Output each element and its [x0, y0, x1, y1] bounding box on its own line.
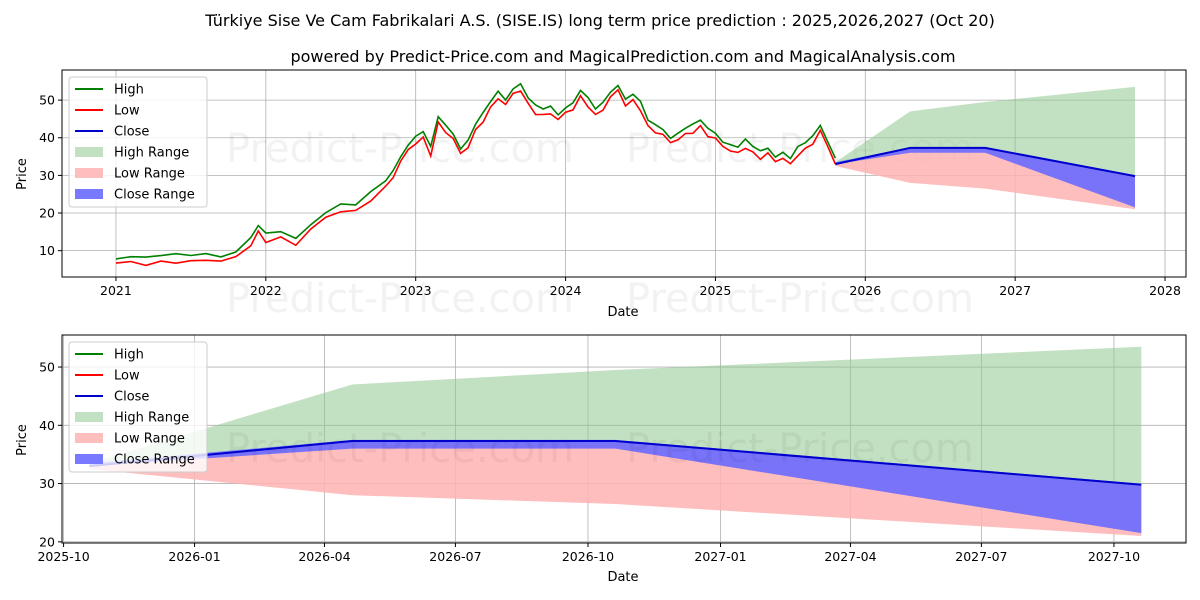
bottom-xtick-label: 2026-07 — [429, 549, 481, 564]
top-legend-label: Low — [114, 104, 140, 119]
bottom-ytick-label: 20 — [39, 534, 55, 549]
bottom-xtick-label: 2027-07 — [955, 549, 1007, 564]
bottom-high-range-band — [89, 346, 1142, 485]
bottom-xtick-label: 2026-10 — [562, 549, 614, 564]
top-ylabel: Price — [15, 158, 30, 190]
top-close-forecast-line — [835, 146, 1136, 178]
top-xtick-label: 2026 — [849, 283, 881, 298]
bottom-xtick-label: 2027-04 — [824, 549, 876, 564]
top-low-line — [115, 88, 837, 267]
bottom-ytick-label: 30 — [39, 476, 55, 491]
top-high-range-band — [835, 86, 1135, 177]
chart-title: Türkiye Sise Ve Cam Fabrikalari A.S. (SI… — [204, 11, 995, 30]
watermark-bottom-2: Predict-Price.com — [626, 426, 974, 472]
top-chart: Predict-Price.com Predict-Price.com Pred… — [15, 69, 1187, 322]
bottom-legend-label: Close — [114, 390, 149, 405]
top-xtick-label: 2021 — [100, 283, 132, 298]
bottom-xtick-label: 2025-10 — [37, 549, 89, 564]
bottom-legend-box — [68, 341, 208, 473]
bottom-legend: High Low Close High Range Low Range Close Ran… — [68, 341, 208, 473]
bottom-ticks: 2025-10 2026-01 2026-04 2026-07 2026-10 2027-… — [37, 360, 1140, 564]
top-legend: High Low Close High Range Low Range Close Ran… — [68, 76, 208, 208]
watermark-bottom-1: Predict-Price.com — [226, 426, 574, 472]
bottom-ylabel: Price — [15, 424, 30, 456]
watermark-top-4: Predict-Price.com — [626, 276, 974, 322]
bottom-xtick-label: 2027-10 — [1088, 549, 1140, 564]
bottom-legend-label: High Range — [114, 411, 189, 426]
top-legend-swatch — [75, 147, 103, 157]
top-ytick-label: 30 — [39, 168, 55, 183]
top-legend-box — [68, 76, 208, 208]
top-legend-label: Close — [114, 125, 149, 140]
bottom-legend-swatch — [75, 412, 103, 422]
bottom-xlabel: Date — [607, 570, 638, 585]
bottom-ytick-label: 50 — [39, 360, 55, 375]
top-series-lines — [115, 82, 1136, 267]
top-legend-label: High — [114, 83, 144, 98]
top-ytick-label: 10 — [39, 243, 55, 258]
top-xtick-label: 2028 — [1149, 283, 1181, 298]
top-legend-swatch — [75, 168, 103, 178]
top-ytick-label: 20 — [39, 206, 55, 221]
bottom-close-forecast-line — [89, 440, 1142, 486]
top-plot-frame — [61, 69, 1187, 278]
watermark-top-1: Predict-Price.com — [226, 126, 574, 172]
top-ytick-label: 50 — [39, 93, 55, 108]
top-xtick-label: 2023 — [400, 283, 432, 298]
top-ticks: 2021 2022 2023 2024 2025 2026 2027 2028 10 20 30 40… — [39, 93, 1181, 298]
bottom-xtick-label: 2027-01 — [694, 549, 746, 564]
bottom-legend-label: Close Range — [114, 453, 195, 468]
chart-subtitle: powered by Predict-Price.com and Magical… — [290, 47, 955, 66]
top-legend-swatch — [75, 189, 103, 199]
bottom-legend-swatch — [75, 433, 103, 443]
watermark-top-3: Predict-Price.com — [226, 276, 574, 322]
top-xtick-label: 2022 — [250, 283, 282, 298]
bottom-xtick-label: 2026-01 — [168, 549, 220, 564]
bottom-legend-label: Low Range — [114, 432, 185, 447]
bottom-series-lines — [89, 440, 1142, 486]
top-legend-label: Close Range — [114, 188, 195, 203]
top-xlabel: Date — [607, 305, 638, 320]
bottom-legend-label: High — [114, 348, 144, 363]
bottom-xtick-label: 2026-04 — [298, 549, 350, 564]
bottom-ytick-label: 40 — [39, 418, 55, 433]
bottom-watermarks: Predict-Price.com Predict-Price.com — [226, 426, 974, 472]
top-legend-label: High Range — [114, 146, 189, 161]
top-xtick-label: 2025 — [700, 283, 732, 298]
bottom-chart: Predict-Price.com Predict-Price.com 2025… — [15, 334, 1187, 585]
bottom-plot-frame — [61, 334, 1187, 544]
bottom-legend-swatch — [75, 454, 103, 464]
bottom-legend-label: Low — [114, 369, 140, 384]
top-ytick-label: 40 — [39, 130, 55, 145]
top-xtick-label: 2024 — [550, 283, 582, 298]
top-high-line — [115, 82, 837, 260]
top-xtick-label: 2027 — [999, 283, 1031, 298]
top-legend-label: Low Range — [114, 167, 185, 182]
